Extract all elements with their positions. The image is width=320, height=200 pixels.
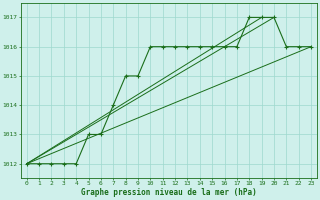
X-axis label: Graphe pression niveau de la mer (hPa): Graphe pression niveau de la mer (hPa) xyxy=(81,188,257,197)
